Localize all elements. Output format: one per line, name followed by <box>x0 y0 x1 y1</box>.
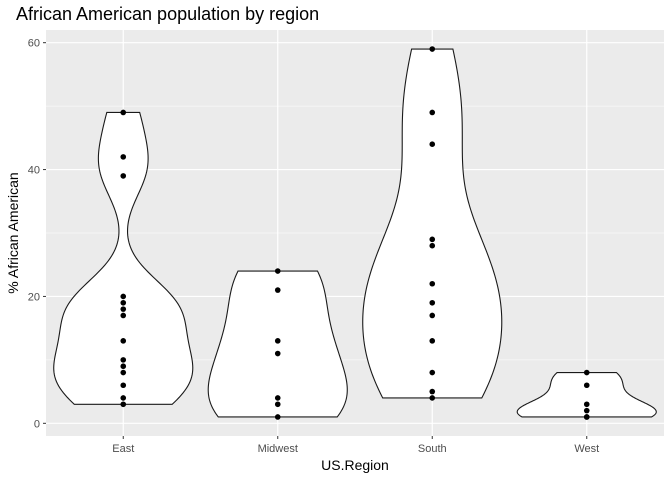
data-point-east <box>120 306 127 312</box>
y-tick-label: 20 <box>28 291 40 303</box>
x-tick-label-east: East <box>112 443 134 455</box>
data-point-east <box>120 357 127 363</box>
data-point-east <box>120 293 127 300</box>
data-point-south <box>429 338 436 344</box>
data-point-south <box>429 242 436 249</box>
data-point-east <box>120 401 127 408</box>
data-point-east <box>120 299 127 306</box>
data-point-east <box>120 363 127 370</box>
violin-south <box>362 48 503 399</box>
data-point-south <box>429 109 436 116</box>
y-axis-ticks: 0 20 40 60 <box>28 38 46 430</box>
data-point-west <box>583 407 590 414</box>
data-point-midwest <box>274 268 281 274</box>
data-point-south <box>429 369 436 376</box>
x-tick-label-west: West <box>574 443 599 455</box>
data-points <box>120 46 590 420</box>
data-point-east <box>120 338 127 344</box>
data-point-east <box>120 109 127 116</box>
data-point-east <box>120 312 127 319</box>
violin-west <box>516 372 657 418</box>
data-point-south <box>429 236 436 243</box>
chart-title: African American population by region <box>16 4 320 24</box>
data-point-south <box>429 299 436 306</box>
data-point-west <box>583 414 590 420</box>
y-axis-title: % African American <box>5 172 21 293</box>
y-tick-label: 0 <box>34 418 40 430</box>
data-point-south <box>429 280 436 287</box>
data-point-midwest <box>274 287 281 293</box>
y-tick-label: 60 <box>28 38 40 50</box>
data-point-west <box>583 382 590 389</box>
violin-east <box>53 111 194 405</box>
data-point-south <box>429 395 436 401</box>
data-point-south <box>429 312 436 319</box>
x-axis-title: US.Region <box>321 457 389 473</box>
data-point-midwest <box>274 338 281 344</box>
violins <box>53 48 657 418</box>
y-tick-label: 40 <box>28 165 40 177</box>
x-tick-label-south: South <box>418 443 447 455</box>
data-point-east <box>120 382 127 389</box>
data-point-midwest <box>274 395 281 401</box>
data-point-midwest <box>274 414 281 420</box>
data-point-east <box>120 369 127 376</box>
violin-midwest <box>207 270 348 418</box>
data-point-west <box>583 369 590 376</box>
data-point-east <box>120 395 127 401</box>
data-point-midwest <box>274 401 281 408</box>
data-point-midwest <box>274 350 281 357</box>
x-tick-label-midwest: Midwest <box>258 443 298 455</box>
data-point-south <box>429 141 436 147</box>
x-axis-ticks: East Midwest South West <box>112 436 599 455</box>
data-point-east <box>120 173 127 179</box>
data-point-east <box>120 154 127 160</box>
data-point-south <box>429 46 436 52</box>
data-point-west <box>583 401 590 408</box>
data-point-south <box>429 388 436 395</box>
